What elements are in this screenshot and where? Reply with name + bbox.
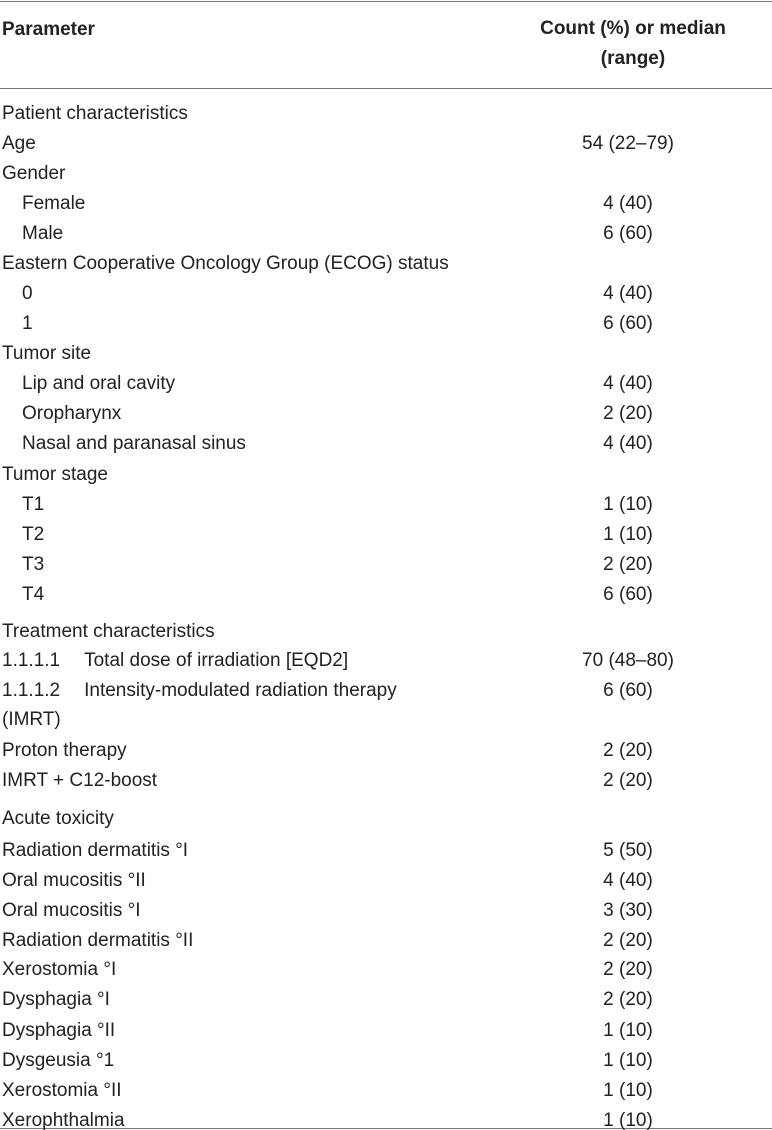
header-count: Count (%) or median (range) [540,18,726,69]
row-label: T4 [22,584,45,605]
header-parameter: Parameter [2,19,95,40]
row-label: Male [22,223,64,244]
row-value: 2 (20) [603,554,653,575]
row-label: Nasal and paranasal sinus [22,433,246,454]
row-label: Tumor stage [2,464,108,485]
row-label: Oral mucositis °II [2,870,146,891]
row-label: Dysgeusia °1 [2,1050,115,1071]
row-value: 1 (10) [603,1050,653,1071]
row-label: T1 [22,494,45,515]
row-value: 1 (10) [603,1110,653,1130]
row-label: 1.1.1.1 Total dose of irradiation [EQD2] [2,646,452,675]
row-label: Radiation dermatitis °II [2,930,194,951]
row-number: 1.1.1.1 [2,650,61,671]
row-value: 6 (60) [603,584,653,605]
row-label: Proton therapy [2,740,127,761]
row-label: Radiation dermatitis °I [2,840,189,861]
header-rule [0,88,772,89]
row-label: Xerostomia °II [2,1080,122,1101]
row-value: 1 (10) [603,1020,653,1041]
row-label: Tumor site [2,343,92,364]
row-text: Intensity-modulated radiation therapy (I… [2,680,397,730]
row-value: 1 (10) [603,1080,653,1101]
row-value: 2 (20) [603,930,653,951]
row-value: 2 (20) [603,959,653,980]
row-value: 2 (20) [603,770,653,791]
row-label: Lip and oral cavity [22,373,176,394]
row-value: 4 (40) [603,373,653,394]
bottom-rule [0,1128,772,1129]
row-label: Patient characteristics [2,103,188,124]
row-label: Xerostomia °I [2,959,117,980]
row-label: Acute toxicity [2,808,114,829]
row-label: T3 [22,554,45,575]
row-label: Oropharynx [22,403,122,424]
row-label: Dysphagia °I [2,989,110,1010]
row-value: 1 (10) [603,494,653,515]
row-value: 4 (40) [603,870,653,891]
row-label: 0 [22,283,33,304]
row-value: 5 (50) [603,840,653,861]
row-label: Age [2,133,36,154]
row-value: 70 (48–80) [582,650,674,671]
row-label: T2 [22,524,45,545]
row-label: Oral mucositis °I [2,900,141,921]
row-value: 6 (60) [603,680,653,701]
row-value: 54 (22–79) [582,133,674,154]
row-label: 1 [22,313,33,334]
row-number: 1.1.1.2 [2,680,61,701]
row-label: Treatment characteristics [2,621,215,642]
row-value: 2 (20) [603,740,653,761]
row-value: 6 (60) [603,313,653,334]
row-value: 1 (10) [603,524,653,545]
row-label: Female [22,193,86,214]
row-value: 3 (30) [603,900,653,921]
row-text: Total dose of irradiation [EQD2] [84,650,349,671]
row-label: Gender [2,163,66,184]
top-rule [0,1,772,2]
row-label: Dysphagia °II [2,1020,116,1041]
row-label: Xerophthalmia [2,1110,125,1130]
row-value: 2 (20) [603,989,653,1010]
row-label: Eastern Cooperative Oncology Group (ECOG… [2,253,449,274]
row-label: IMRT + C12-boost [2,770,158,791]
row-value: 4 (40) [603,433,653,454]
row-value: 2 (20) [603,403,653,424]
row-value: 6 (60) [603,223,653,244]
row-value: 4 (40) [603,193,653,214]
row-label: 1.1.1.2 Intensity-modulated radiation the… [2,676,452,734]
row-value: 4 (40) [603,283,653,304]
